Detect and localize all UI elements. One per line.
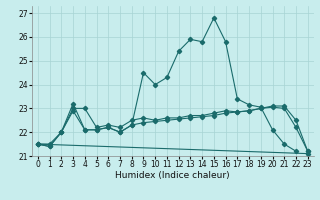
X-axis label: Humidex (Indice chaleur): Humidex (Indice chaleur) xyxy=(116,171,230,180)
